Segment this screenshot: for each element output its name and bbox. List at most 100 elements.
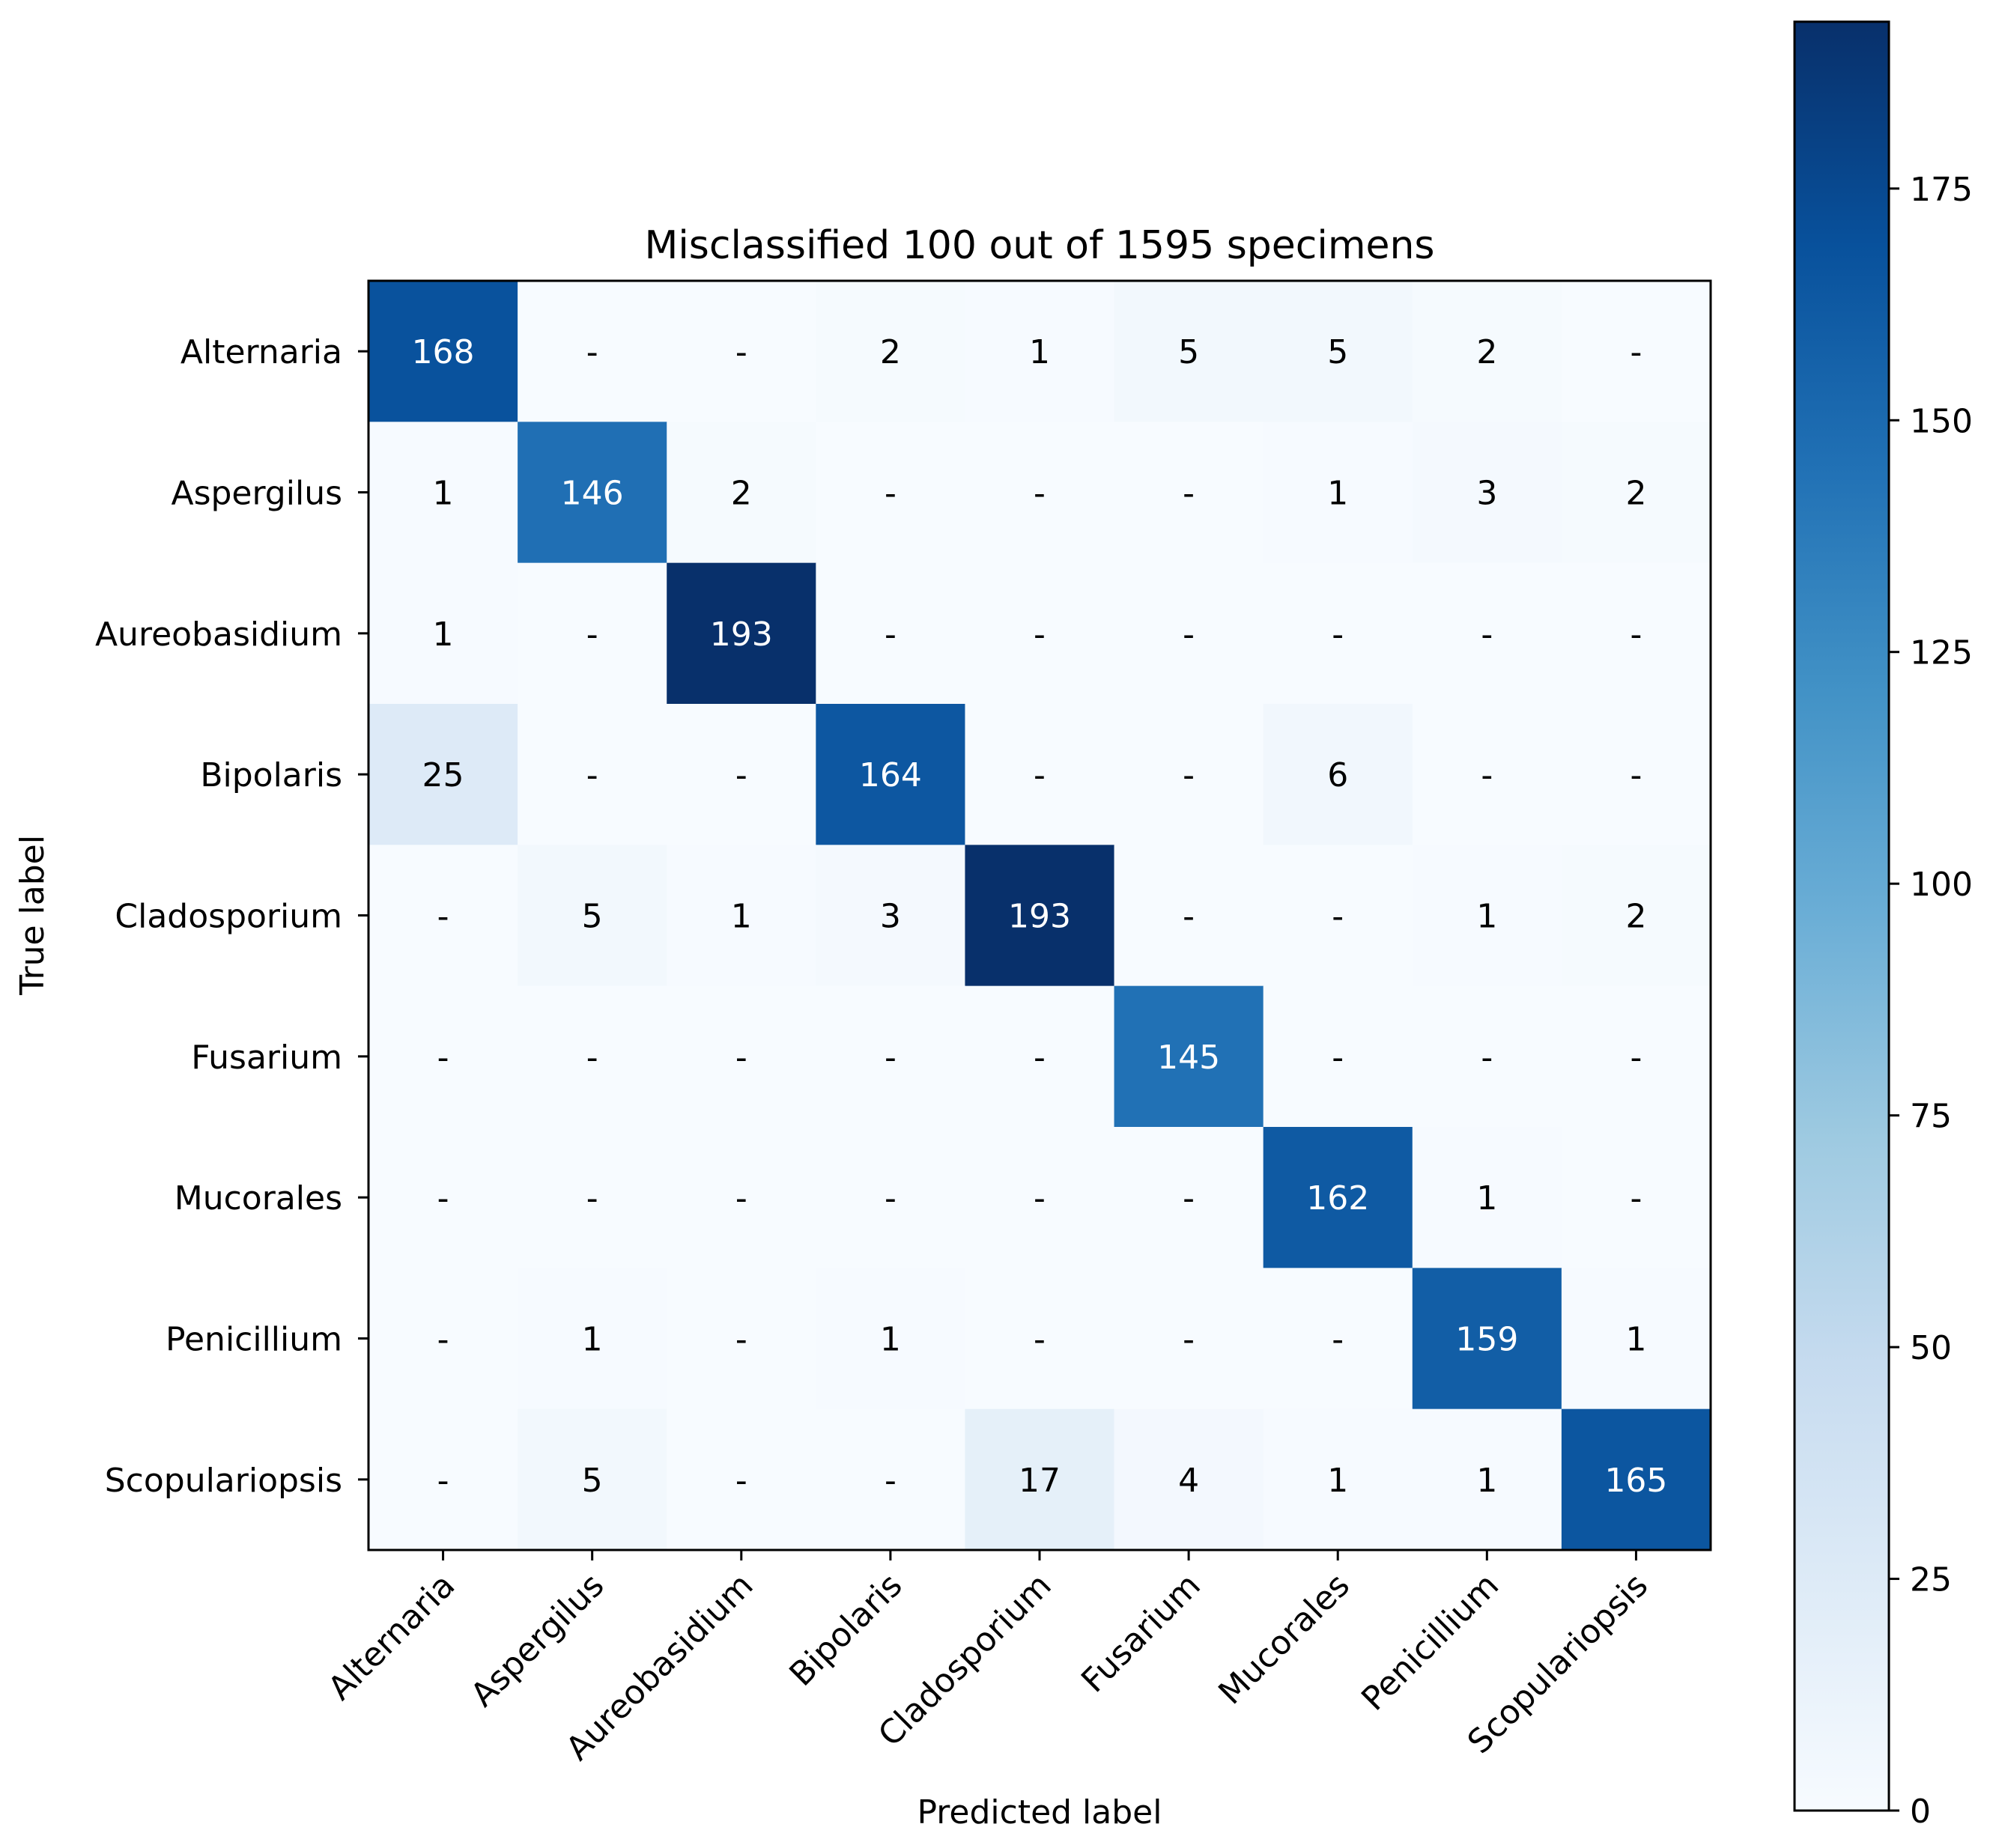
heatmap-cell bbox=[1263, 1127, 1413, 1268]
heatmap-cell bbox=[368, 704, 518, 845]
cell-value-label: - bbox=[1332, 616, 1344, 654]
y-tick-label: Cladosporium bbox=[115, 898, 342, 936]
cell-value-label: - bbox=[1630, 333, 1642, 371]
heatmap-cell bbox=[1114, 704, 1264, 845]
cell-value-label: 1 bbox=[1625, 1321, 1646, 1359]
cell-value-label: 3 bbox=[880, 898, 901, 936]
heatmap-cell bbox=[816, 1408, 965, 1551]
cell-value-label: - bbox=[735, 756, 747, 794]
heatmap-cell bbox=[518, 1408, 667, 1551]
cell-value-label: 1 bbox=[880, 1321, 901, 1359]
heatmap-cell bbox=[1561, 422, 1711, 564]
cell-value-label: - bbox=[1183, 898, 1195, 936]
cell-value-label: 3 bbox=[1476, 475, 1497, 513]
cell-value-label: 1 bbox=[731, 898, 752, 936]
heatmap-cell bbox=[1114, 281, 1264, 422]
cell-value-label: 193 bbox=[710, 616, 773, 654]
cell-value-label: - bbox=[735, 1039, 747, 1077]
cell-value-label: 2 bbox=[880, 333, 901, 371]
heatmap-cell bbox=[518, 1268, 667, 1410]
cell-value-label: - bbox=[1183, 1179, 1195, 1218]
heatmap-cell bbox=[1263, 281, 1413, 422]
heatmap-cell bbox=[1561, 1408, 1711, 1551]
cell-value-label: - bbox=[735, 1321, 747, 1359]
heatmap-cell bbox=[1412, 422, 1562, 564]
heatmap-cell bbox=[667, 422, 816, 564]
x-tick-label: Aspergilus bbox=[464, 1566, 612, 1715]
cell-value-label: 5 bbox=[1178, 333, 1199, 371]
colorbar-tick-label: 25 bbox=[1910, 1561, 1952, 1599]
heatmap-cell bbox=[1263, 1408, 1413, 1551]
heatmap-cell bbox=[1114, 422, 1264, 564]
heatmap-cell bbox=[518, 562, 667, 705]
colorbar-tick-label: 100 bbox=[1910, 866, 1973, 904]
colorbar-tick-label: 50 bbox=[1910, 1329, 1952, 1367]
cell-value-label: 1 bbox=[1476, 898, 1497, 936]
cell-value-label: - bbox=[586, 1179, 598, 1218]
heatmap-cell bbox=[667, 1268, 816, 1410]
heatmap-cell bbox=[1114, 1268, 1264, 1410]
heatmap-cell bbox=[1114, 562, 1264, 705]
heatmap-cell bbox=[368, 1268, 518, 1410]
heatmap-cell bbox=[368, 281, 518, 422]
heatmap-cell bbox=[667, 281, 816, 422]
heatmap-cell bbox=[667, 1127, 816, 1268]
heatmap-cell bbox=[965, 985, 1115, 1128]
cell-value-label: - bbox=[885, 475, 897, 513]
heatmap-cell bbox=[1412, 1268, 1562, 1410]
cell-value-label: 2 bbox=[1625, 898, 1646, 936]
heatmap-cell bbox=[1114, 1127, 1264, 1268]
x-axis-label: Predicted label bbox=[917, 1793, 1162, 1832]
y-axis-label: True label bbox=[13, 835, 52, 996]
heatmap-cell bbox=[816, 704, 965, 845]
cell-value-label: - bbox=[437, 1321, 449, 1359]
heatmap-cell bbox=[667, 704, 816, 845]
cell-value-label: - bbox=[885, 1039, 897, 1077]
heatmap-cell bbox=[368, 985, 518, 1128]
cell-value-label: - bbox=[735, 1462, 747, 1500]
heatmap-cell bbox=[816, 562, 965, 705]
cell-value-label: - bbox=[586, 756, 598, 794]
heatmap-cell bbox=[518, 845, 667, 987]
cell-value-label: 1 bbox=[1029, 333, 1050, 371]
heatmap-cell bbox=[816, 1127, 965, 1268]
heatmap-cell bbox=[965, 704, 1115, 845]
cell-value-label: - bbox=[1630, 1039, 1642, 1077]
cell-value-label: 193 bbox=[1008, 898, 1071, 936]
heatmap-cell bbox=[965, 562, 1115, 705]
heatmap-cell bbox=[1561, 1268, 1711, 1410]
heatmap-cell bbox=[1412, 845, 1562, 987]
cell-value-label: 159 bbox=[1455, 1321, 1518, 1359]
cell-value-label: - bbox=[437, 898, 449, 936]
heatmap-cell bbox=[518, 422, 667, 564]
heatmap-cell bbox=[1263, 845, 1413, 987]
colorbar-ticks: 0 25 50 75 100 125 150 175 bbox=[1889, 171, 1973, 1831]
heatmap-cell bbox=[1412, 281, 1562, 422]
cell-value-label: - bbox=[1034, 1321, 1046, 1359]
heatmap-cell bbox=[1412, 1408, 1562, 1551]
heatmap-cell bbox=[816, 845, 965, 987]
heatmap-cell bbox=[667, 1408, 816, 1551]
heatmap-cell bbox=[965, 1268, 1115, 1410]
cell-value-label: - bbox=[586, 333, 598, 371]
cell-value-label: - bbox=[1332, 898, 1344, 936]
heatmap-cell bbox=[816, 985, 965, 1128]
cell-value-label: 5 bbox=[1327, 333, 1348, 371]
heatmap-cell bbox=[1561, 562, 1711, 705]
cell-value-label: 4 bbox=[1178, 1462, 1199, 1500]
cell-value-label: - bbox=[1630, 756, 1642, 794]
colorbar-tick-label: 75 bbox=[1910, 1098, 1952, 1136]
colorbar-tick-label: 150 bbox=[1910, 402, 1973, 440]
heatmap-cell bbox=[368, 845, 518, 987]
heatmap-cell bbox=[518, 985, 667, 1128]
cell-value-label: - bbox=[437, 1462, 449, 1500]
x-tick-label: Bipolaris bbox=[782, 1566, 909, 1694]
cell-value-label: 145 bbox=[1157, 1039, 1220, 1077]
colorbar-tick-label: 0 bbox=[1910, 1793, 1931, 1831]
heatmap-cell bbox=[1561, 845, 1711, 987]
cell-value-label: - bbox=[1630, 1179, 1642, 1218]
x-tick-label: Fusarium bbox=[1074, 1566, 1208, 1700]
cell-value-label: - bbox=[1034, 1179, 1046, 1218]
